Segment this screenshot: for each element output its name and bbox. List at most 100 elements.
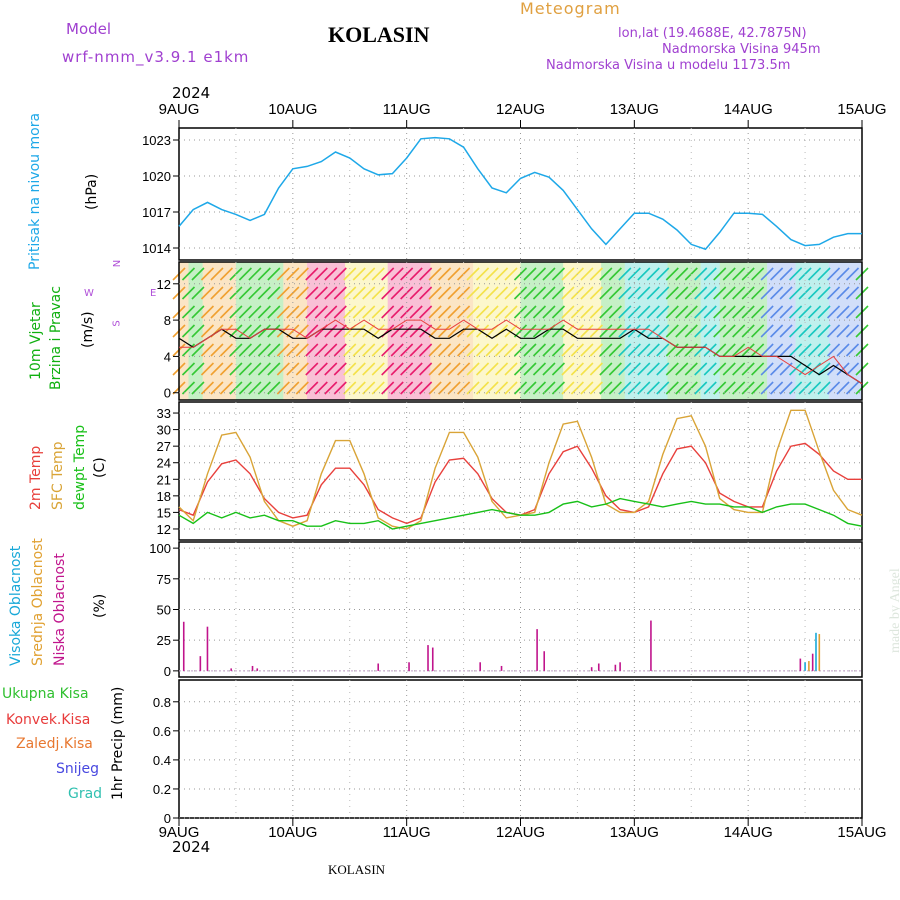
wind-barb (532, 267, 547, 281)
wind-barb (181, 381, 196, 395)
wind-barb (523, 267, 537, 281)
wind-barb (475, 381, 490, 395)
wind-barb (286, 362, 300, 376)
wind-barb (409, 362, 423, 376)
wind-barb (257, 286, 271, 300)
wind-barb (200, 286, 215, 300)
wind-barb (257, 324, 271, 338)
wind-barb (191, 305, 205, 319)
wind-barb (694, 381, 708, 395)
wind-barb (371, 286, 385, 300)
wind-barb (447, 362, 461, 376)
precip-legend-hail: Grad (68, 786, 103, 802)
wind-barb (599, 286, 613, 300)
wind-barb (276, 305, 290, 319)
precip-legend-total: Ukupna Kisa (2, 686, 89, 702)
wind-barb (324, 305, 338, 319)
wind-barb (561, 381, 575, 395)
wind-barb (381, 381, 395, 395)
wind-barb (352, 324, 366, 338)
altitude-text: Nadmorska Visina 945m (662, 42, 821, 57)
wind-barb (637, 324, 651, 338)
ytick-label: 1017 (142, 205, 171, 220)
wind-barb (542, 362, 556, 376)
wind-barb (210, 286, 224, 300)
wind-barb (779, 324, 793, 338)
wind-barb (257, 381, 271, 395)
wind-barb (580, 381, 594, 395)
wind-barb (371, 381, 385, 395)
wind-barb (191, 286, 205, 300)
wind-barb (580, 324, 594, 338)
wind-barb (419, 305, 433, 319)
wind-barb (390, 267, 404, 281)
wind-barb (817, 286, 831, 300)
wind-barb (475, 324, 490, 338)
wind-barb (466, 305, 480, 319)
wind-barb (608, 267, 622, 281)
wind-barb (191, 362, 205, 376)
wind-barb (826, 305, 841, 319)
chart-title: KOLASIN (328, 22, 430, 47)
wind-barb (181, 343, 196, 357)
wind-barb (276, 267, 290, 281)
wind-barb (551, 324, 566, 338)
wind-barb (333, 286, 347, 300)
top-xtick-label: 15AUG (837, 101, 886, 118)
wind-speed-line (178, 328, 863, 385)
wind-barb (751, 362, 765, 376)
wind-barb (390, 381, 404, 395)
wind-barb (362, 267, 376, 281)
wind-barb (732, 286, 746, 300)
wind-barb (608, 381, 622, 395)
wind-barb (561, 286, 575, 300)
wind-barb (817, 267, 831, 281)
bottom-xtick-label: 11AUG (383, 824, 431, 841)
wind-barb (542, 267, 556, 281)
wind-barb (808, 381, 822, 395)
wind-barb (845, 305, 860, 319)
wind-barb (751, 286, 765, 300)
wind-barb (343, 305, 357, 319)
wind-barb (466, 267, 480, 281)
wind-barb (722, 362, 736, 376)
wind-barb (618, 362, 632, 376)
wind-barb (362, 324, 376, 338)
wind-barb (618, 343, 632, 357)
wind-barb (305, 362, 319, 376)
wind-band-10 (520, 262, 564, 400)
wind-barb (836, 286, 850, 300)
wind-barb (551, 381, 566, 395)
wind-barb (523, 305, 537, 319)
wind-barb (295, 267, 309, 281)
wind-barb (637, 362, 651, 376)
wind-barb (238, 362, 252, 376)
wind-barb (267, 324, 281, 338)
wind-barb (248, 324, 262, 338)
wind-barb (419, 324, 433, 338)
wind-barb (295, 305, 309, 319)
wind-barb (305, 305, 319, 319)
wind-barb (826, 286, 841, 300)
ytick-label: 8 (164, 313, 171, 328)
wind-barb (390, 324, 404, 338)
wind-barb (675, 343, 689, 357)
wind-barb (741, 343, 755, 357)
ytick-label: 50 (157, 603, 171, 618)
wind-barb (722, 305, 736, 319)
wind-barb (419, 381, 433, 395)
wind-barb (618, 286, 632, 300)
wind-barb (419, 286, 433, 300)
wind-barb (751, 324, 765, 338)
wind-barb (760, 267, 774, 281)
wind-barb (219, 381, 233, 395)
wind-barb (665, 381, 679, 395)
wind-barb (428, 267, 442, 281)
compass-w: W (84, 288, 94, 299)
wind-barb (419, 362, 433, 376)
wind-barb (675, 267, 689, 281)
wind-barb (561, 305, 575, 319)
wind-barb (352, 343, 366, 357)
meteogram-label: Meteogram (520, 0, 621, 18)
wind-barb (305, 267, 319, 281)
